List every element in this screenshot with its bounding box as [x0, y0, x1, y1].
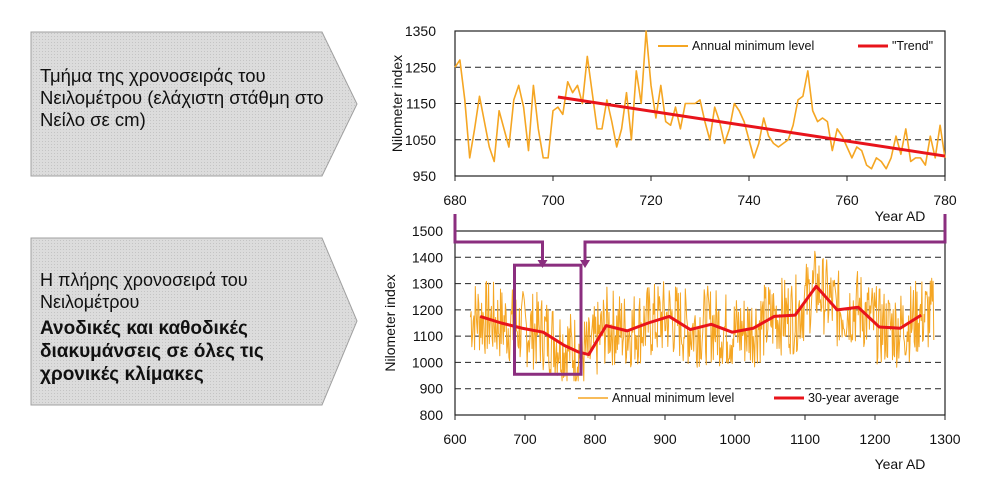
y-tick-label: 950	[413, 168, 437, 184]
bracket-left-arrow	[537, 260, 548, 268]
x-tick-label: 760	[835, 192, 859, 208]
legend-annual-label: Annual minimum level	[692, 39, 814, 53]
legend-annual-label: Annual minimum level	[612, 391, 734, 405]
x-tick-label: 1300	[929, 431, 960, 447]
callout-bottom-plain: Η πλήρης χρονοσειρά του Νειλομέτρου	[40, 270, 248, 312]
y-tick-label: 1050	[405, 132, 436, 148]
x-tick-label: 800	[583, 431, 607, 447]
series-annual-line	[469, 250, 935, 382]
x-tick-label: 680	[443, 192, 467, 208]
y-tick-label: 800	[420, 407, 444, 423]
x-tick-label: 740	[737, 192, 761, 208]
highlight-box	[513, 263, 583, 376]
plot-frame	[454, 30, 946, 177]
bracket-left	[453, 214, 544, 262]
y-tick-label: 1200	[412, 302, 443, 318]
y-tick-label: 1100	[413, 328, 443, 344]
callout-top-arrow-shape	[30, 31, 358, 177]
y-axis-title: Nilometer index	[389, 55, 405, 152]
chart-2	[453, 214, 947, 420]
x-tick-label: 720	[639, 192, 663, 208]
x-tick-label: 700	[541, 192, 565, 208]
callout-top-text: Τμήμα της χρονοσειράς του Νειλομέτρου (ε…	[40, 65, 324, 130]
y-tick-label: 900	[420, 381, 444, 397]
y-tick-label: 1250	[405, 59, 436, 75]
bracket-right	[583, 214, 947, 262]
callout-top: Τμήμα της χρονοσειράς του Νειλομέτρου (ε…	[30, 30, 360, 180]
series-trend-line	[557, 95, 946, 158]
y-axis-title: Nilometer index	[382, 274, 398, 371]
y-tick-label: 1350	[405, 23, 436, 39]
series-annual-line	[454, 30, 946, 170]
x-axis-title: Year AD	[875, 208, 926, 224]
callout-bottom: Η πλήρης χρονοσειρά του Νειλομέτρου Ανοδ…	[30, 237, 360, 417]
plot-frame	[454, 230, 946, 416]
y-tick-label: 1400	[412, 249, 443, 265]
x-tick-label: 1100	[790, 431, 820, 447]
y-tick-label: 1500	[412, 223, 443, 239]
callout-bottom-bold: Ανοδικές και καθοδικές διακυμάνσεις σε ό…	[40, 318, 264, 385]
legend-average-label: 30-year average	[808, 391, 899, 405]
chart-1	[454, 30, 946, 181]
y-tick-label: 1000	[412, 354, 443, 370]
x-tick-label: 700	[513, 431, 537, 447]
x-tick-label: 900	[653, 431, 677, 447]
x-axis-title: Year AD	[875, 456, 926, 472]
y-tick-label: 1150	[406, 96, 436, 112]
bracket-right-arrow	[580, 260, 590, 268]
callout-bottom-text: Η πλήρης χρονοσειρά του Νειλομέτρου Ανοδ…	[40, 269, 340, 386]
callout-bottom-arrow-shape	[30, 237, 358, 406]
x-tick-label: 600	[443, 431, 467, 447]
x-tick-label: 780	[933, 192, 957, 208]
x-tick-label: 1000	[719, 431, 750, 447]
y-tick-label: 1300	[412, 276, 443, 292]
legend-trend-label: "Trend"	[892, 39, 933, 53]
x-tick-label: 1200	[859, 431, 890, 447]
